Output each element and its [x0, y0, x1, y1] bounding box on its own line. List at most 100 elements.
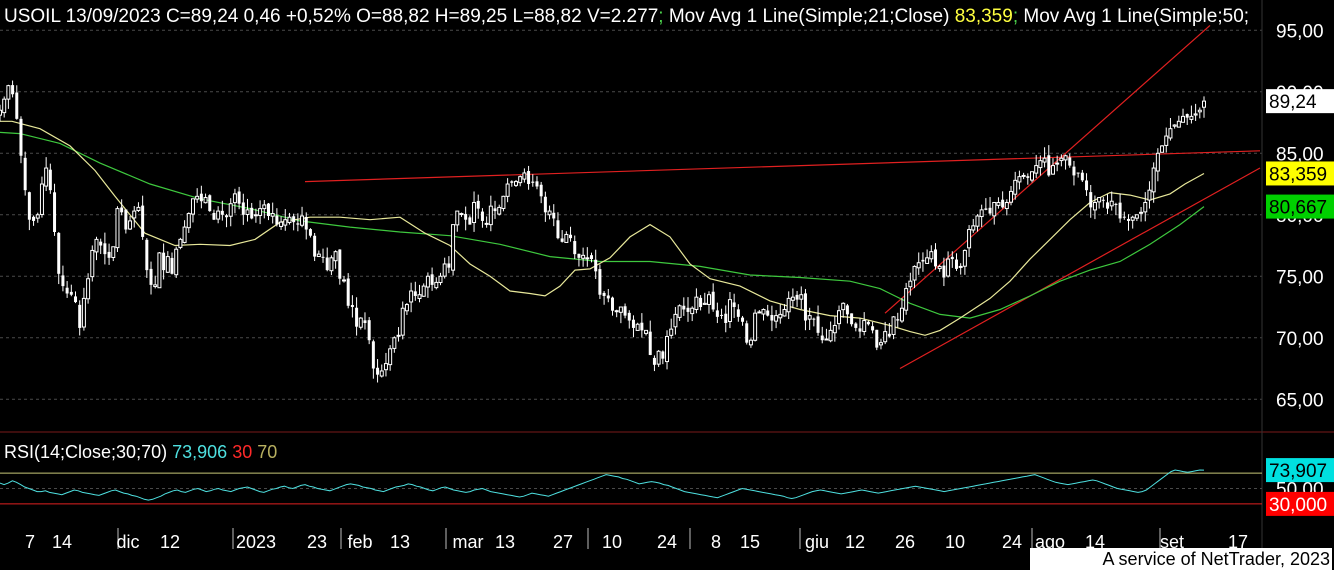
- candle: [535, 176, 539, 190]
- rsi-value-tag-bg: [1266, 458, 1334, 483]
- candle-body-up: [1038, 160, 1043, 169]
- candle: [2, 96, 7, 118]
- candle: [531, 174, 535, 187]
- candle-body-down: [363, 320, 367, 324]
- candle-body-up: [404, 304, 409, 312]
- candle-body-down: [292, 216, 296, 223]
- candle: [262, 200, 267, 219]
- candle: [518, 175, 523, 187]
- candle-body-up: [232, 193, 237, 204]
- candle: [891, 316, 896, 340]
- candle-body-down: [598, 269, 602, 295]
- candle: [644, 329, 649, 336]
- candle-body-up: [358, 317, 363, 328]
- candle-body-down: [464, 213, 468, 220]
- candle: [459, 212, 464, 217]
- candle-body-down: [858, 328, 862, 332]
- candle: [736, 304, 740, 322]
- candle: [606, 288, 610, 303]
- candle: [992, 201, 997, 225]
- candle-body-down: [430, 274, 434, 285]
- candle: [65, 281, 69, 298]
- candle-body-down: [934, 249, 938, 267]
- candle: [149, 261, 153, 295]
- candle-body-up: [1160, 145, 1165, 153]
- candle: [1001, 191, 1005, 209]
- candle: [627, 310, 631, 329]
- candle-body-up: [253, 214, 258, 217]
- candle: [1126, 214, 1130, 231]
- candle-body-down: [275, 215, 279, 225]
- candle: [1072, 160, 1076, 186]
- x-tick-label-13: 8: [711, 532, 721, 552]
- candle: [203, 193, 208, 204]
- candle: [338, 249, 342, 285]
- candle-body-down: [350, 304, 354, 308]
- candle: [69, 284, 73, 297]
- candle-body-up: [1017, 176, 1022, 183]
- candle: [816, 305, 820, 336]
- candle: [871, 321, 875, 334]
- candle: [702, 292, 707, 305]
- candle-body-up: [1202, 100, 1206, 108]
- candle: [86, 273, 91, 304]
- candle: [162, 243, 166, 280]
- candle-body-down: [661, 351, 665, 359]
- candle-body-down: [535, 181, 539, 187]
- candle-body-up: [757, 311, 762, 314]
- candle-body-up: [1134, 214, 1139, 219]
- candle-body-down: [988, 207, 992, 214]
- candle-body-down: [149, 268, 153, 285]
- candle: [682, 297, 686, 316]
- candle: [1139, 207, 1144, 222]
- candle: [1097, 197, 1102, 209]
- rsi-header: RSI(14;Close;30;70) 73,906 30 70: [4, 440, 277, 464]
- rsi-upper: 70: [257, 442, 278, 462]
- candle-body-up: [518, 176, 523, 184]
- candle: [409, 282, 414, 313]
- candle-body-up: [2, 98, 7, 114]
- candle: [1047, 145, 1051, 177]
- candle-body-up: [837, 310, 842, 325]
- candle: [850, 313, 854, 327]
- candle: [497, 204, 502, 216]
- candle-body-up: [1009, 190, 1014, 203]
- candle: [1085, 173, 1089, 196]
- candle: [753, 309, 758, 342]
- candle: [522, 168, 527, 183]
- candle: [832, 316, 837, 342]
- candle-body-up: [702, 302, 707, 305]
- ma21-tag-text: 83,359: [1269, 164, 1327, 185]
- candle: [237, 186, 241, 210]
- ma50-tag-text: 80,667: [1269, 198, 1327, 219]
- candle-body-up: [761, 308, 766, 315]
- candle: [107, 243, 111, 265]
- candle: [476, 194, 480, 219]
- candle-body-up: [975, 215, 980, 227]
- candle-body-down: [162, 252, 166, 271]
- candle: [958, 263, 963, 275]
- candle-body-down: [1076, 172, 1080, 174]
- candle-body-down: [569, 234, 573, 239]
- candle: [279, 216, 284, 230]
- header-ma1-value: 83,359: [954, 6, 1013, 27]
- candle: [766, 304, 770, 317]
- candle: [564, 231, 569, 243]
- candle-body-up: [1021, 174, 1026, 177]
- candle: [316, 250, 321, 258]
- candle-body-up: [908, 280, 913, 288]
- candle-body-down: [23, 157, 27, 191]
- candle: [560, 230, 564, 243]
- candle: [757, 309, 762, 314]
- candle-body-up: [904, 288, 909, 311]
- x-tick-label-7: 13: [390, 532, 410, 552]
- candle-body-up: [1193, 113, 1198, 116]
- candle-body-down: [543, 196, 547, 213]
- candle-body-down: [631, 319, 635, 328]
- candle: [342, 276, 346, 283]
- candle: [124, 209, 128, 234]
- candle-body-down: [1085, 180, 1089, 191]
- x-tick-label-21: 14: [1085, 532, 1105, 552]
- candle-body-up: [1050, 165, 1055, 175]
